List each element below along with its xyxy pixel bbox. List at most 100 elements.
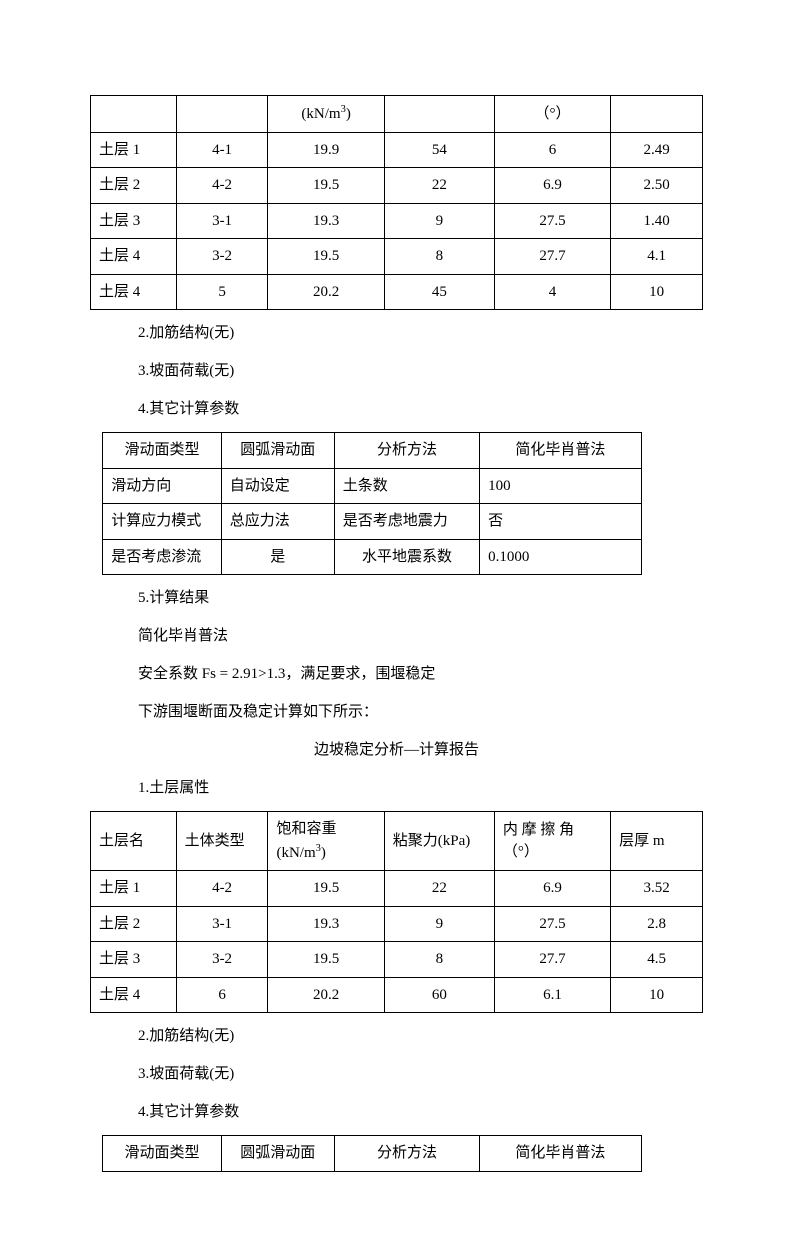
cell-empty	[384, 96, 494, 133]
table-row: 是否考虑渗流 是 水平地震系数 0.1000	[103, 539, 641, 575]
table-row: 滑动面类型 圆弧滑动面 分析方法 简化毕肖普法	[103, 433, 641, 469]
cell: 否	[480, 504, 642, 540]
cell-empty	[611, 96, 703, 133]
cell-empty	[91, 96, 177, 133]
cell: 0.1000	[480, 539, 642, 575]
cell-type: 4-2	[176, 168, 268, 204]
cell: 水平地震系数	[334, 539, 479, 575]
cell-type: 6	[176, 977, 268, 1013]
cell-weight: 19.9	[268, 132, 384, 168]
cell-cohesion: 45	[384, 274, 494, 310]
cell-friction: 27.5	[494, 906, 610, 942]
cell: 滑动方向	[103, 468, 221, 504]
table-row: 滑动面类型 圆弧滑动面 分析方法 简化毕肖普法	[103, 1136, 641, 1172]
header-type: 土体类型	[176, 812, 268, 871]
cell-thickness: 10	[611, 977, 703, 1013]
cell: 100	[480, 468, 642, 504]
cell-weight: 19.3	[268, 906, 384, 942]
params-table-2: 滑动面类型 圆弧滑动面 分析方法 简化毕肖普法	[102, 1135, 641, 1172]
para-method: 简化毕肖普法	[138, 621, 703, 651]
cell-weight: 19.5	[268, 168, 384, 204]
cell: 圆弧滑动面	[221, 1136, 334, 1172]
table-row: 土层 3 3-2 19.5 8 27.7 4.5	[91, 942, 703, 978]
table-row: 土层 4 5 20.2 45 4 10	[91, 274, 703, 310]
table-row: 土层 1 4-1 19.9 54 6 2.49	[91, 132, 703, 168]
cell-type: 5	[176, 274, 268, 310]
cell-thickness: 1.40	[611, 203, 703, 239]
cell: 计算应力模式	[103, 504, 221, 540]
header-unit-weight: (kN/m3)	[268, 96, 384, 133]
header-friction-angle: （°）	[494, 96, 610, 133]
cell-friction: 4	[494, 274, 610, 310]
header-cohesion: 粘聚力(kPa)	[384, 812, 494, 871]
soil-table-2: 土层名 土体类型 饱和容重(kN/m3) 粘聚力(kPa) 内 摩 擦 角（°）…	[90, 811, 703, 1013]
cell-thickness: 10	[611, 274, 703, 310]
cell-thickness: 2.50	[611, 168, 703, 204]
cell-friction: 27.5	[494, 203, 610, 239]
cell-name: 土层 4	[91, 977, 177, 1013]
cell: 分析方法	[334, 1136, 479, 1172]
cell-thickness: 2.8	[611, 906, 703, 942]
cell-name: 土层 4	[91, 239, 177, 275]
report-title: 边坡稳定分析—计算报告	[90, 735, 703, 765]
cell-weight: 19.3	[268, 203, 384, 239]
cell-cohesion: 22	[384, 168, 494, 204]
cell-cohesion: 8	[384, 239, 494, 275]
table-row: 土层 2 3-1 19.3 9 27.5 2.8	[91, 906, 703, 942]
cell: 简化毕肖普法	[480, 433, 642, 469]
cell: 自动设定	[221, 468, 334, 504]
cell-friction: 27.7	[494, 942, 610, 978]
para-soil-props: 1.土层属性	[138, 773, 703, 803]
para-slope-load-2: 3.坡面荷载(无)	[138, 1059, 703, 1089]
cell-friction: 6	[494, 132, 610, 168]
cell-cohesion: 60	[384, 977, 494, 1013]
cell-thickness: 4.1	[611, 239, 703, 275]
para-other-params-2: 4.其它计算参数	[138, 1097, 703, 1127]
soil-table-1: (kN/m3) （°） 土层 1 4-1 19.9 54 6 2.49 土层 2…	[90, 95, 703, 310]
cell-name: 土层 4	[91, 274, 177, 310]
header-name: 土层名	[91, 812, 177, 871]
cell-type: 3-1	[176, 906, 268, 942]
cell-type: 3-2	[176, 239, 268, 275]
cell-cohesion: 8	[384, 942, 494, 978]
cell: 土条数	[334, 468, 479, 504]
cell-type: 4-1	[176, 132, 268, 168]
cell-empty	[176, 96, 268, 133]
cell-type: 3-1	[176, 203, 268, 239]
table-row: 土层名 土体类型 饱和容重(kN/m3) 粘聚力(kPa) 内 摩 擦 角（°）…	[91, 812, 703, 871]
para-other-params: 4.其它计算参数	[138, 394, 703, 424]
table-row: 滑动方向 自动设定 土条数 100	[103, 468, 641, 504]
cell-name: 土层 3	[91, 203, 177, 239]
cell-thickness: 3.52	[611, 871, 703, 907]
table-row: 土层 3 3-1 19.3 9 27.5 1.40	[91, 203, 703, 239]
params-table-1: 滑动面类型 圆弧滑动面 分析方法 简化毕肖普法 滑动方向 自动设定 土条数 10…	[102, 432, 641, 575]
para-downstream: 下游围堰断面及稳定计算如下所示：	[138, 697, 703, 727]
header-friction: 内 摩 擦 角（°）	[494, 812, 610, 871]
table-row: 土层 1 4-2 19.5 22 6.9 3.52	[91, 871, 703, 907]
cell-name: 土层 3	[91, 942, 177, 978]
para-slope-load: 3.坡面荷载(无)	[138, 356, 703, 386]
cell-friction: 6.1	[494, 977, 610, 1013]
cell: 简化毕肖普法	[480, 1136, 642, 1172]
cell-cohesion: 22	[384, 871, 494, 907]
para-safety-factor: 安全系数 Fs = 2.91>1.3，满足要求，围堰稳定	[138, 659, 703, 689]
cell-weight: 20.2	[268, 977, 384, 1013]
cell-friction: 6.9	[494, 871, 610, 907]
cell-friction: 27.7	[494, 239, 610, 275]
cell-friction: 6.9	[494, 168, 610, 204]
cell: 分析方法	[334, 433, 479, 469]
cell-type: 4-2	[176, 871, 268, 907]
cell-name: 土层 2	[91, 906, 177, 942]
header-weight: 饱和容重(kN/m3)	[268, 812, 384, 871]
table-row: (kN/m3) （°）	[91, 96, 703, 133]
table-row: 土层 2 4-2 19.5 22 6.9 2.50	[91, 168, 703, 204]
para-result-heading: 5.计算结果	[138, 583, 703, 613]
table-row: 土层 4 3-2 19.5 8 27.7 4.1	[91, 239, 703, 275]
cell-name: 土层 2	[91, 168, 177, 204]
cell-type: 3-2	[176, 942, 268, 978]
cell: 是否考虑地震力	[334, 504, 479, 540]
cell: 是	[221, 539, 334, 575]
cell: 是否考虑渗流	[103, 539, 221, 575]
para-reinforcement-2: 2.加筋结构(无)	[138, 1021, 703, 1051]
cell: 滑动面类型	[103, 1136, 221, 1172]
